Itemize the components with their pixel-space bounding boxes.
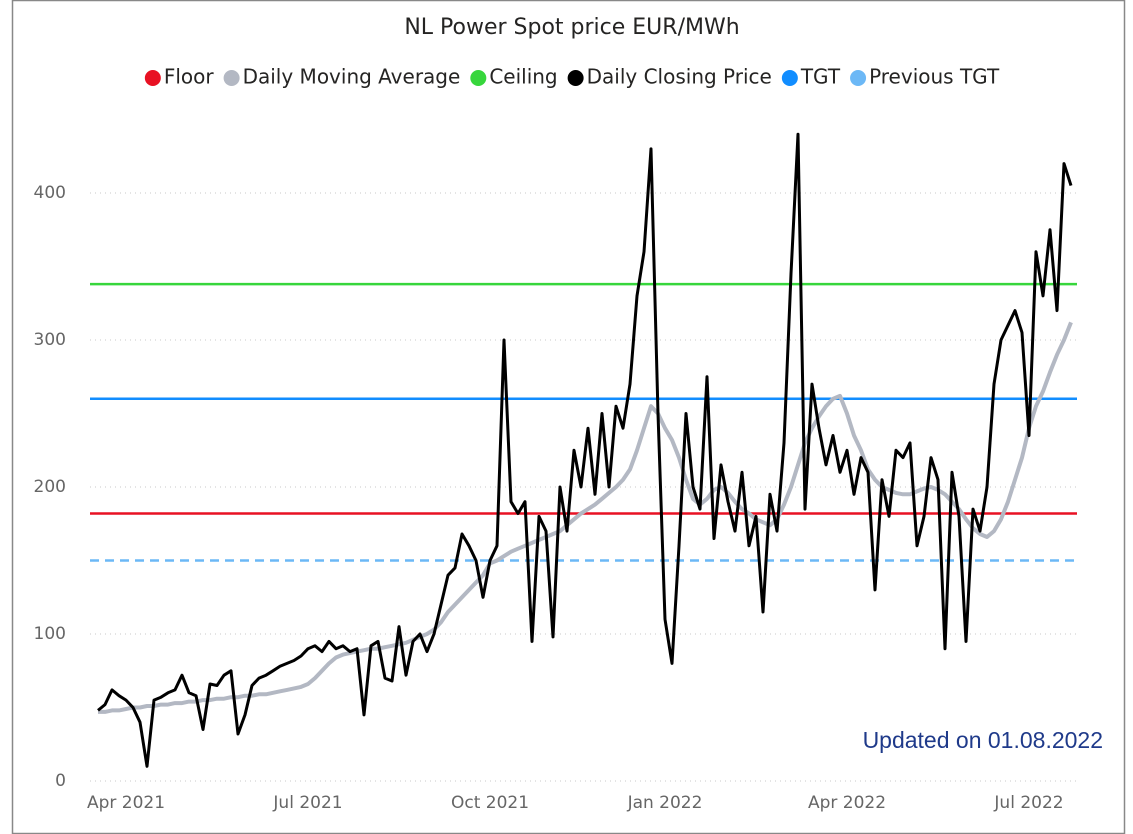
- y-tick-label: 300: [34, 330, 66, 350]
- legend-marker: [144, 70, 161, 86]
- legend-label: Daily Moving Average: [243, 65, 461, 89]
- legend-marker: [567, 70, 584, 86]
- legend-label: Daily Closing Price: [587, 65, 772, 89]
- chart-title: NL Power Spot price EUR/MWh: [404, 15, 739, 40]
- x-tick-label: Jan 2022: [627, 793, 703, 813]
- annotation: Updated on 01.08.2022: [863, 727, 1103, 753]
- y-tick-label: 200: [34, 477, 66, 497]
- legend-label: TGT: [800, 65, 841, 89]
- legend: Floor Daily Moving Average Ceiling Daily Cl…: [144, 65, 1000, 89]
- x-tick-label: Jul 2022: [993, 793, 1063, 813]
- series-line: [97, 132, 1073, 768]
- y-tick-label: 400: [34, 183, 66, 203]
- legend-marker: [470, 70, 487, 86]
- y-tick-label: 0: [55, 771, 66, 791]
- legend-label: Previous TGT: [869, 65, 1000, 89]
- plot-area: 0 100 200 300 400 Apr 2021 Jul 2021 Oct 2021 Jan…: [34, 132, 1080, 813]
- legend-marker: [781, 70, 798, 86]
- legend-marker: [223, 70, 240, 86]
- legend-label: Floor: [164, 65, 215, 89]
- x-tick-label: Apr 2022: [808, 793, 886, 813]
- frame: [11, 0, 1126, 834]
- y-tick-label: 100: [34, 624, 66, 644]
- legend-marker: [850, 70, 867, 86]
- series-line: [98, 321, 1073, 714]
- x-tick-label: Oct 2021: [451, 793, 529, 813]
- legend-label: Ceiling: [489, 65, 557, 89]
- x-tick-label: Jul 2021: [272, 793, 342, 813]
- x-tick-label: Apr 2021: [87, 793, 165, 813]
